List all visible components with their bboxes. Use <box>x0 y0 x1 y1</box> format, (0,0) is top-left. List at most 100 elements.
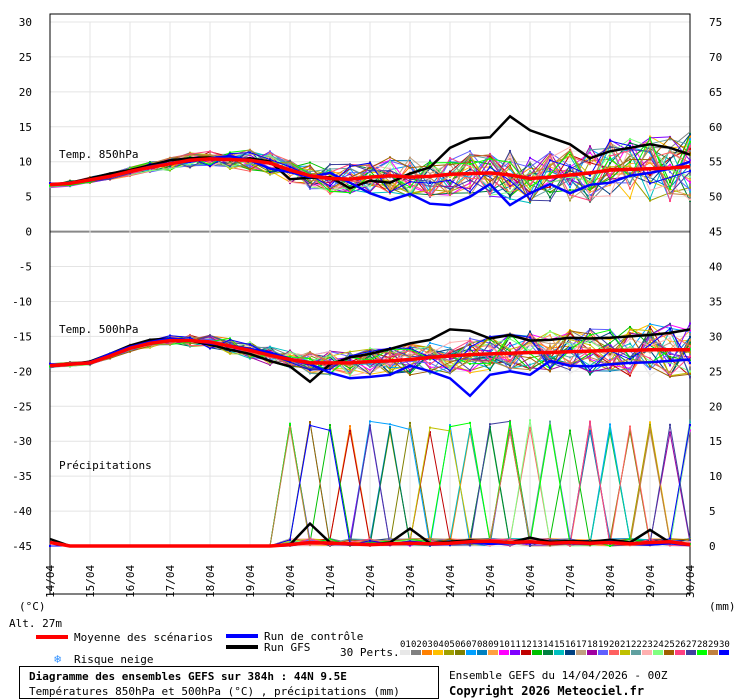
member-point <box>429 180 431 183</box>
member-point <box>289 352 291 355</box>
member-point <box>649 423 651 426</box>
member-point <box>669 163 671 166</box>
member-point <box>249 168 251 171</box>
member-point <box>469 370 471 373</box>
member-point <box>689 175 691 178</box>
member-point <box>289 165 291 168</box>
member-point <box>689 143 691 146</box>
member-point <box>309 168 311 171</box>
member-point <box>649 357 651 360</box>
member-point <box>569 183 571 186</box>
member-legend-label: 16 <box>565 640 576 650</box>
member-point <box>689 330 691 333</box>
member-point <box>529 166 531 169</box>
right-tick-label: 15 <box>709 435 722 448</box>
member-point <box>609 144 611 147</box>
member-point <box>549 188 551 191</box>
member-point <box>369 350 371 353</box>
member-point <box>249 341 251 344</box>
member-point <box>689 351 691 354</box>
x-tick-label: 22/04 <box>364 565 377 598</box>
member-point <box>489 538 491 541</box>
member-point <box>349 359 351 362</box>
member-point <box>449 170 451 173</box>
member-point <box>389 423 391 426</box>
right-tick-label: 10 <box>709 470 722 483</box>
member-point <box>689 373 691 376</box>
member-point <box>569 329 571 332</box>
member-point <box>429 344 431 347</box>
member-point <box>609 146 611 149</box>
member-point <box>669 322 671 325</box>
member-point <box>309 367 311 370</box>
member-point <box>649 157 651 160</box>
member-point <box>469 185 471 188</box>
member-point <box>689 133 691 136</box>
member-point <box>629 337 631 340</box>
member-point <box>609 147 611 150</box>
member-point <box>589 159 591 162</box>
member-point <box>629 368 631 371</box>
member-point <box>489 153 491 156</box>
member-point <box>689 163 691 166</box>
member-point <box>449 365 451 368</box>
member-legend-swatch <box>444 650 454 655</box>
member-point <box>569 149 571 152</box>
member-legend-label: 04 <box>433 640 444 650</box>
member-point <box>589 195 591 198</box>
member-point <box>409 347 411 350</box>
member-point <box>569 146 571 149</box>
member-point <box>229 352 231 355</box>
t500-label: Temp. 500hPa <box>59 323 138 336</box>
member-point <box>609 156 611 159</box>
member-point <box>309 359 311 362</box>
member-point <box>409 180 411 183</box>
member-point <box>189 166 191 169</box>
member-point <box>629 356 631 359</box>
member-point <box>629 187 631 190</box>
member-point <box>249 166 251 169</box>
member-point <box>629 139 631 142</box>
member-point <box>269 152 271 155</box>
member-point <box>669 341 671 344</box>
member-point <box>429 537 431 540</box>
member-point <box>509 178 511 181</box>
member-point <box>509 183 511 186</box>
snowflake-icon: ❄ <box>54 652 61 666</box>
member-point <box>489 343 491 346</box>
member-point <box>589 145 591 148</box>
member-point <box>469 362 471 365</box>
member-point <box>389 367 391 370</box>
member-point <box>689 170 691 173</box>
member-point <box>569 150 571 153</box>
member-point <box>429 193 431 196</box>
member-point <box>489 362 491 365</box>
member-point <box>609 154 611 157</box>
member-point <box>589 373 591 376</box>
member-point <box>549 165 551 168</box>
member-point <box>569 186 571 189</box>
member-point <box>429 185 431 188</box>
member-point <box>629 342 631 345</box>
member-point <box>689 322 691 325</box>
member-legend-label: 27 <box>686 640 697 650</box>
member-point <box>489 175 491 178</box>
member-point <box>689 135 691 138</box>
member-point <box>269 345 271 348</box>
precip-mean-line <box>49 539 691 548</box>
member-point <box>469 177 471 180</box>
member-point <box>389 371 391 374</box>
member-point <box>449 361 451 364</box>
member-point <box>389 355 391 358</box>
member-point <box>589 368 591 371</box>
member-point <box>669 149 671 152</box>
member-point <box>549 151 551 154</box>
member-point <box>489 544 491 547</box>
member-point <box>549 420 551 423</box>
member-point <box>609 370 611 373</box>
member-point <box>689 355 691 358</box>
member-point <box>489 160 491 163</box>
member-point <box>649 173 651 176</box>
member-point <box>469 543 471 546</box>
